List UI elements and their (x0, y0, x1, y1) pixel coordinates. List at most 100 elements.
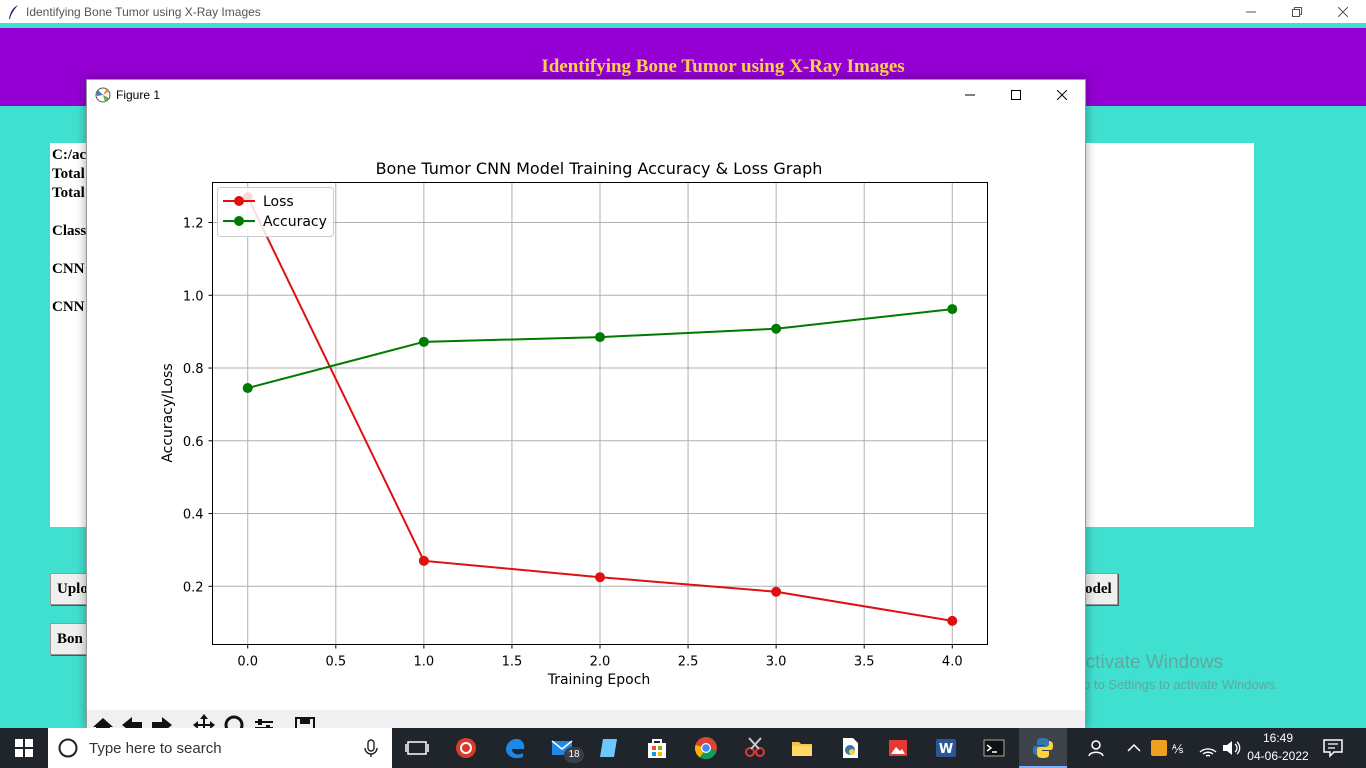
cortana-circle-icon (58, 738, 78, 758)
y-tick-label: 1.2 (183, 217, 204, 232)
data-point-accuracy (771, 323, 782, 334)
edge-browser-icon[interactable] (503, 736, 527, 760)
file-explorer-icon[interactable] (790, 736, 814, 760)
python-app-icon[interactable] (1031, 736, 1055, 760)
restore-icon (1292, 6, 1302, 17)
command-prompt-icon[interactable] (982, 736, 1006, 760)
output-line: Total (52, 185, 85, 201)
output-line: C:/ac (52, 147, 87, 163)
restore-button[interactable] (1274, 0, 1320, 23)
input-method-icon[interactable]: ⅍ (1172, 739, 1192, 757)
clock-time[interactable]: 16:49 (1262, 731, 1294, 745)
mail-badge: 18 (564, 747, 584, 763)
volume-icon[interactable] (1221, 738, 1241, 758)
x-tick-label: 3.0 (766, 655, 787, 670)
feather-icon (9, 4, 18, 19)
legend-box (217, 187, 334, 237)
pan-icon[interactable] (192, 713, 216, 730)
x-tick-label: 0.0 (237, 655, 258, 670)
x-tick-label: 2.5 (678, 655, 699, 670)
data-point-loss (771, 586, 782, 597)
microphone-icon[interactable] (364, 739, 378, 757)
wifi-icon[interactable] (1198, 738, 1218, 758)
people-icon[interactable] (1088, 738, 1108, 758)
svg-text:⅍: ⅍ (1172, 742, 1184, 756)
legend-label-loss: Loss (263, 194, 294, 210)
close-button[interactable] (1320, 0, 1366, 23)
snipping-tool-icon[interactable] (743, 736, 767, 760)
output-line: CNN (52, 299, 85, 315)
legend: Loss Accuracy (217, 187, 334, 237)
python-file-icon[interactable] (838, 736, 862, 760)
chart-title: Bone Tumor CNN Model Training Accuracy &… (376, 159, 823, 178)
data-point-loss (947, 615, 958, 626)
image-viewer-icon[interactable] (886, 736, 910, 760)
chevron-up-icon[interactable] (1126, 740, 1142, 756)
figure-close-button[interactable] (1039, 80, 1085, 109)
close-icon (1338, 6, 1348, 17)
app-titlebar: Identifying Bone Tumor using X-Ray Image… (0, 0, 1366, 23)
legend-marker-accuracy (234, 216, 244, 226)
minimize-icon (1246, 11, 1256, 12)
x-tick-label: 1.0 (414, 655, 435, 670)
data-point-accuracy (418, 336, 429, 347)
matplotlib-icon (95, 87, 111, 102)
taskbar: Type here to search 18 W ⅍ 16:49 04-06-2… (0, 728, 1366, 768)
legend-label-accuracy: Accuracy (263, 214, 327, 230)
training-chart: 0.0 0.5 1.0 1.5 2.0 2.5 3.0 3.5 4.0 0.2 0.4 0.6 0.8 1… (160, 159, 988, 688)
x-tick-label: 4.0 (942, 655, 963, 670)
app-window-title: Identifying Bone Tumor using X-Ray Image… (26, 4, 261, 19)
x-tick-label: 1.5 (502, 655, 523, 670)
y-tick-label: 0.6 (183, 435, 204, 450)
minimize-icon (965, 94, 975, 95)
forward-arrow-icon[interactable] (150, 713, 174, 730)
activate-windows-watermark: Activate Windows (1073, 652, 1223, 673)
header-title: Identifying Bone Tumor using X-Ray Image… (541, 56, 905, 77)
figure-titlebar[interactable]: Figure 1 (87, 80, 1085, 109)
y-tick-label: 0.2 (183, 580, 204, 595)
data-point-loss (595, 572, 605, 583)
data-point-loss (418, 555, 429, 566)
x-axis-label: Training Epoch (547, 672, 651, 688)
notification-icon[interactable] (1322, 738, 1344, 758)
svg-text:W: W (939, 742, 953, 757)
tray-app-icon[interactable] (1150, 739, 1168, 757)
output-line: Total (52, 166, 85, 182)
task-view-icon[interactable] (405, 736, 429, 760)
taskbar-search[interactable]: Type here to search (48, 728, 392, 768)
antivirus-icon[interactable] (454, 736, 478, 760)
bone-button[interactable]: Bon (50, 623, 90, 655)
word-icon[interactable]: W (934, 736, 958, 760)
clock-date[interactable]: 04-06-2022 (1247, 749, 1309, 763)
start-button[interactable] (0, 728, 48, 768)
y-tick-label: 1.0 (183, 289, 204, 304)
data-point-accuracy (947, 304, 958, 315)
x-tick-label: 2.0 (590, 655, 611, 670)
close-icon (1057, 89, 1067, 100)
maximize-icon (1011, 89, 1021, 100)
save-icon[interactable] (293, 713, 317, 730)
output-line: Class (52, 223, 87, 239)
figure-minimize-button[interactable] (947, 80, 993, 109)
store-icon[interactable] (645, 736, 669, 760)
x-tick-label: 0.5 (325, 655, 346, 670)
model-button[interactable]: odel (1080, 573, 1118, 605)
output-line: CNN (52, 261, 85, 277)
back-arrow-icon[interactable] (120, 713, 144, 730)
upload-button[interactable]: Uplo (50, 573, 90, 605)
figure-toolbar (87, 710, 1085, 730)
zoom-icon[interactable] (222, 713, 246, 730)
files-icon[interactable] (597, 736, 621, 760)
activate-windows-hint: Go to Settings to activate Windows. (1073, 677, 1279, 692)
legend-marker-loss (234, 196, 244, 206)
search-placeholder: Type here to search (89, 739, 222, 757)
chrome-icon[interactable] (694, 736, 718, 760)
home-icon[interactable] (91, 713, 115, 730)
figure-maximize-button[interactable] (993, 80, 1039, 109)
y-tick-label: 0.4 (183, 508, 204, 523)
y-axis-label: Accuracy/Loss (160, 363, 176, 462)
figure-window[interactable]: Figure 1 0.0 0.5 1.0 1.5 2.0 2.5 3.0 3.5 4.0 0.2 0… (86, 79, 1086, 730)
windows-logo-icon (15, 739, 33, 757)
minimize-button[interactable] (1228, 0, 1274, 23)
data-point-accuracy (242, 383, 253, 394)
